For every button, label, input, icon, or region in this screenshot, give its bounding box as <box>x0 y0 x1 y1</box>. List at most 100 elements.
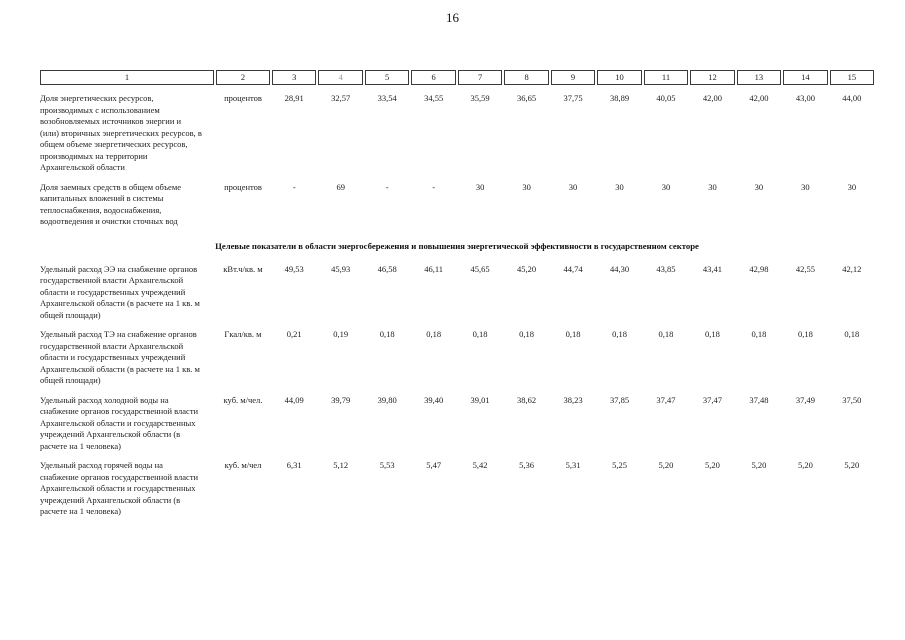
indicator-value: 40,05 <box>656 93 676 103</box>
indicator-value: 45,93 <box>331 263 351 274</box>
indicators-table: 1 2 3 4 5 6 7 8 9 10 11 12 13 14 15 Доля энергетически… <box>40 70 875 526</box>
indicator-value: 44,00 <box>842 93 862 103</box>
table-row: Доля энергетических ресурсов, производим… <box>40 93 874 174</box>
indicator-value: 0,18 <box>844 329 860 339</box>
indicator-value: 43,41 <box>702 263 723 274</box>
indicator-name: Доля заемных средств в общем объеме капи… <box>40 181 181 227</box>
table-body: Доля энергетических ресурсов, производим… <box>40 93 874 518</box>
table-header-cell: 9 <box>550 70 596 85</box>
indicator-value: 46,58 <box>377 263 397 274</box>
indicator-value: 69 <box>336 181 345 192</box>
indicator-value: 33,54 <box>377 93 397 103</box>
indicator-value: 39,01 <box>470 394 490 405</box>
indicator-unit: процентов <box>224 181 262 192</box>
indicator-name: Удельный расход ТЭ на снабжение органов … <box>40 329 200 385</box>
indicator-value: 49,53 <box>284 263 304 274</box>
indicator-value: 5,12 <box>333 460 349 470</box>
indicator-value: 42,98 <box>749 263 769 274</box>
table-header-cell: 7 <box>457 70 503 85</box>
table-header-cell: 8 <box>504 70 549 85</box>
indicator-value: 5,53 <box>379 460 395 470</box>
table-header-cell: 12 <box>690 70 735 85</box>
indicator-value: 37,49 <box>795 394 815 405</box>
indicator-value: 5,20 <box>705 460 720 470</box>
table-header-row: 1 2 3 4 5 6 7 8 9 10 11 12 13 14 15 <box>40 70 875 85</box>
indicator-unit: куб. м/чел. <box>223 394 263 405</box>
indicator-unit: куб. м/чел <box>224 460 262 470</box>
indicator-value: 38,62 <box>517 394 537 405</box>
indicator-value: 5,25 <box>612 460 627 470</box>
table-header-cell: 13 <box>736 70 782 85</box>
indicator-name: Удельный расход холодной воды на снабжен… <box>40 394 199 451</box>
table-row: Удельный расход холодной воды на снабжен… <box>40 395 874 453</box>
indicator-value: 37,75 <box>563 93 583 103</box>
table-row: Удельный расход ЭЭ на снабжение органов … <box>40 264 874 322</box>
indicator-value: 30 <box>661 181 671 192</box>
indicator-value: 46,11 <box>424 263 444 274</box>
indicator-value: 34,55 <box>424 93 444 103</box>
indicator-unit: Гкал/кв. м <box>224 329 262 339</box>
indicator-value: - <box>432 181 436 192</box>
indicator-value: 37,48 <box>749 394 769 405</box>
indicator-value: 32,57 <box>331 93 351 103</box>
table-row: Удельный расход горячей воды на снабжени… <box>40 460 874 518</box>
indicator-value: 39,79 <box>331 394 351 405</box>
indicator-value: 38,89 <box>609 93 630 103</box>
indicator-value: 5,47 <box>426 460 442 470</box>
indicator-value: 42,00 <box>749 93 769 103</box>
indicator-value: 30 <box>801 181 810 192</box>
table-header-cell: 4 <box>318 70 363 85</box>
indicator-value: 0,18 <box>705 329 720 339</box>
indicator-value: 0,18 <box>658 329 674 339</box>
indicator-value: 37,50 <box>842 394 862 405</box>
indicator-value: 30 <box>847 181 857 192</box>
indicator-value: 5,20 <box>797 460 813 470</box>
indicator-name: Доля энергетических ресурсов, производим… <box>40 93 202 172</box>
indicator-value: 0,18 <box>565 329 581 339</box>
indicator-name: Удельный расход горячей воды на снабжени… <box>40 460 199 516</box>
indicator-value: 30 <box>615 181 624 192</box>
indicator-value: 0,18 <box>472 329 488 339</box>
indicator-value: 28,91 <box>284 93 304 103</box>
indicator-value: 0,18 <box>797 329 813 339</box>
indicator-value: 5,31 <box>565 460 581 470</box>
indicator-value: 35,59 <box>470 93 490 103</box>
indicator-value: 30 <box>475 181 485 192</box>
indicator-value: 0,21 <box>286 329 302 339</box>
table-row: Удельный расход ТЭ на снабжение органов … <box>40 329 874 387</box>
table-section-heading: Целевые показатели в области энергосбере… <box>215 240 699 251</box>
indicator-value: 0,18 <box>751 329 767 339</box>
indicator-value: 37,47 <box>702 394 723 405</box>
indicator-value: 39,40 <box>424 394 444 405</box>
table-header-cell: 3 <box>272 70 317 85</box>
table-row: Доля заемных средств в общем объеме капи… <box>40 182 874 228</box>
indicator-value: 37,85 <box>609 394 630 405</box>
indicator-value: 36,65 <box>517 93 537 103</box>
indicator-value: - <box>292 181 296 192</box>
indicator-value: 42,55 <box>795 263 815 274</box>
indicator-value: 43,85 <box>656 263 676 274</box>
table-header-cell: 6 <box>411 70 456 85</box>
indicator-unit: кВт.ч/кв. м <box>223 263 263 274</box>
table-header-cell: 14 <box>783 70 828 85</box>
indicator-value: 42,00 <box>702 93 723 103</box>
table-header-cell: 10 <box>597 70 642 85</box>
table-header-cell: 11 <box>643 70 689 85</box>
indicator-value: 38,23 <box>563 394 583 405</box>
table-header-cell: 5 <box>364 70 410 85</box>
indicator-value: 0,18 <box>379 329 395 339</box>
indicator-value: 0,18 <box>612 329 627 339</box>
indicator-value: 44,09 <box>284 394 304 405</box>
page-number: 16 <box>446 10 459 25</box>
indicator-name: Удельный расход ЭЭ на снабжение органов … <box>40 263 200 320</box>
indicator-value: 0,19 <box>333 329 349 339</box>
indicator-value: 5,20 <box>658 460 674 470</box>
indicator-value: 43,00 <box>795 93 815 103</box>
indicator-value: 44,74 <box>563 263 583 274</box>
indicator-value: - <box>385 181 389 192</box>
indicator-value: 37,47 <box>656 394 676 405</box>
indicator-value: 0,18 <box>426 329 442 339</box>
indicator-value: 45,20 <box>517 263 537 274</box>
indicator-value: 6,31 <box>286 460 302 470</box>
